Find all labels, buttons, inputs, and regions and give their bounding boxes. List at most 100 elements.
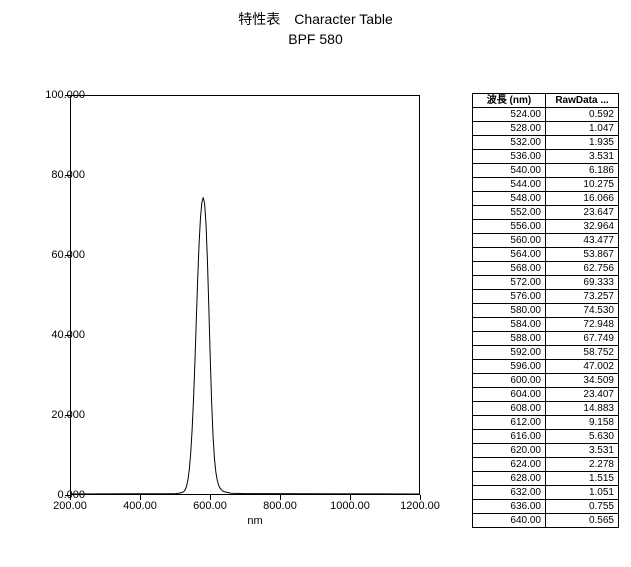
cell-wavelength: 568.00 [473,262,546,276]
cell-wavelength: 636.00 [473,500,546,514]
table-row: 612.009.158 [473,416,619,430]
cell-wavelength: 588.00 [473,332,546,346]
cell-rawdata: 2.278 [546,458,619,472]
table-row: 620.003.531 [473,444,619,458]
cell-rawdata: 23.647 [546,206,619,220]
cell-wavelength: 616.00 [473,430,546,444]
table-row: 572.0069.333 [473,276,619,290]
x-axis-label: nm [40,515,470,527]
y-tick-mark [65,415,70,416]
table-row: 604.0023.407 [473,388,619,402]
table-row: 548.0016.066 [473,192,619,206]
cell-wavelength: 620.00 [473,444,546,458]
cell-wavelength: 528.00 [473,122,546,136]
cell-rawdata: 62.756 [546,262,619,276]
cell-rawdata: 74.530 [546,304,619,318]
table-row: 636.000.755 [473,500,619,514]
plot-area [70,95,420,495]
table-row: 628.001.515 [473,472,619,486]
cell-wavelength: 608.00 [473,402,546,416]
x-tick-mark [280,495,281,500]
cell-rawdata: 1.047 [546,122,619,136]
cell-wavelength: 628.00 [473,472,546,486]
table-row: 632.001.051 [473,486,619,500]
cell-rawdata: 53.867 [546,248,619,262]
cell-wavelength: 612.00 [473,416,546,430]
table-row: 544.0010.275 [473,178,619,192]
cell-rawdata: 0.755 [546,500,619,514]
table-row: 608.0014.883 [473,402,619,416]
cell-rawdata: 10.275 [546,178,619,192]
x-tick-label: 1000.00 [330,500,370,512]
x-tick-mark [210,495,211,500]
cell-rawdata: 73.257 [546,290,619,304]
cell-wavelength: 536.00 [473,150,546,164]
cell-rawdata: 43.477 [546,234,619,248]
table-row: 624.002.278 [473,458,619,472]
y-tick-mark [65,175,70,176]
x-tick-mark [140,495,141,500]
table-header-row: 波長 (nm) RawData ... [473,94,619,108]
x-tick-label: 1200.00 [400,500,440,512]
cell-rawdata: 1.935 [546,136,619,150]
cell-rawdata: 69.333 [546,276,619,290]
table-row: 584.0072.948 [473,318,619,332]
title-line-2: BPF 580 [0,30,631,50]
table-row: 592.0058.752 [473,346,619,360]
cell-wavelength: 632.00 [473,486,546,500]
spectrum-chart: 0.00020.00040.00060.00080.000100.000 200… [10,90,440,540]
table-row: 596.0047.002 [473,360,619,374]
cell-rawdata: 6.186 [546,164,619,178]
x-tick-label: 600.00 [193,500,227,512]
cell-wavelength: 540.00 [473,164,546,178]
cell-wavelength: 596.00 [473,360,546,374]
cell-wavelength: 572.00 [473,276,546,290]
x-tick-label: 200.00 [53,500,87,512]
cell-wavelength: 640.00 [473,514,546,528]
character-table: 波長 (nm) RawData ... 524.000.592528.001.0… [472,93,619,528]
table-row: 556.0032.964 [473,220,619,234]
table-row: 580.0074.530 [473,304,619,318]
cell-rawdata: 1.051 [546,486,619,500]
cell-wavelength: 584.00 [473,318,546,332]
table-row: 524.000.592 [473,108,619,122]
cell-rawdata: 9.158 [546,416,619,430]
cell-rawdata: 58.752 [546,346,619,360]
cell-rawdata: 16.066 [546,192,619,206]
y-tick-mark [65,255,70,256]
cell-rawdata: 23.407 [546,388,619,402]
x-tick-mark [350,495,351,500]
spectrum-curve [71,96,419,494]
table-row: 588.0067.749 [473,332,619,346]
x-tick-label: 800.00 [263,500,297,512]
y-tick-mark [65,95,70,96]
cell-wavelength: 552.00 [473,206,546,220]
cell-rawdata: 3.531 [546,150,619,164]
cell-rawdata: 47.002 [546,360,619,374]
x-tick-mark [420,495,421,500]
cell-wavelength: 564.00 [473,248,546,262]
cell-rawdata: 32.964 [546,220,619,234]
cell-wavelength: 560.00 [473,234,546,248]
title-line-1: 特性表 Character Table [0,10,631,30]
col-header-rawdata: RawData ... [546,94,619,108]
table-row: 536.003.531 [473,150,619,164]
table-row: 600.0034.509 [473,374,619,388]
cell-wavelength: 624.00 [473,458,546,472]
table-row: 532.001.935 [473,136,619,150]
cell-wavelength: 524.00 [473,108,546,122]
cell-wavelength: 556.00 [473,220,546,234]
x-tick-label: 400.00 [123,500,157,512]
table-row: 560.0043.477 [473,234,619,248]
table-row: 640.000.565 [473,514,619,528]
cell-rawdata: 67.749 [546,332,619,346]
table-row: 540.006.186 [473,164,619,178]
cell-rawdata: 72.948 [546,318,619,332]
cell-wavelength: 576.00 [473,290,546,304]
col-header-wavelength: 波長 (nm) [473,94,546,108]
cell-wavelength: 544.00 [473,178,546,192]
table-row: 568.0062.756 [473,262,619,276]
cell-rawdata: 0.565 [546,514,619,528]
cell-wavelength: 532.00 [473,136,546,150]
x-tick-mark [70,495,71,500]
